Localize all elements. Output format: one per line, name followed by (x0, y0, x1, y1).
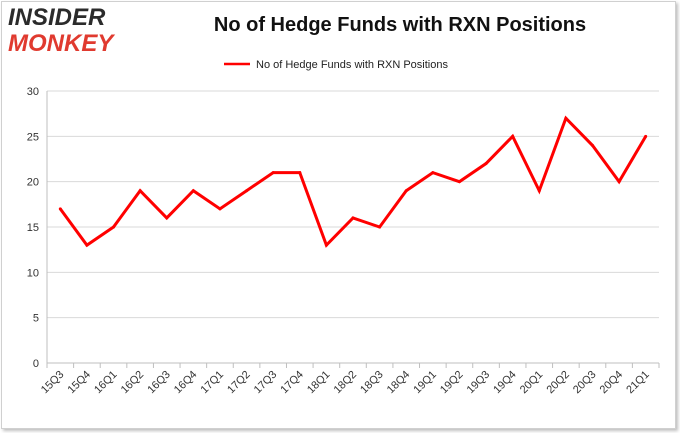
data-point (245, 189, 249, 193)
x-tick-label: 20Q3 (571, 369, 599, 397)
legend: No of Hedge Funds with RXN Positions (224, 59, 448, 71)
y-tick-label: 0 (33, 358, 39, 370)
data-point (218, 207, 222, 211)
data-point (564, 116, 568, 120)
logo-line-1: INSIDER (8, 4, 106, 31)
data-point (644, 134, 648, 138)
x-tick-label: 18Q4 (385, 369, 413, 397)
insider-monkey-logo: INSIDER MONKEY (8, 6, 128, 56)
x-tick-labels: 15Q3 15Q4 16Q1 16Q2 16Q3 16Q4 17Q1 17Q2 17Q3 17Q4… (39, 369, 652, 397)
x-tick-label: 21Q1 (624, 369, 652, 397)
data-point (271, 171, 275, 175)
x-tick-label: 18Q2 (332, 369, 360, 397)
data-point (404, 189, 408, 193)
data-point (537, 189, 541, 193)
data-point (324, 243, 328, 247)
y-tick-labels: 0 5 10 15 20 25 30 (27, 86, 39, 370)
x-tick-label: 17Q2 (225, 369, 253, 397)
y-tick-label: 30 (27, 86, 39, 98)
x-tick-label: 16Q1 (92, 369, 120, 397)
x-tick-label: 19Q2 (438, 369, 466, 397)
x-tick-label: 17Q4 (278, 369, 306, 397)
grid-lines (47, 90, 659, 364)
x-tick-label: 20Q1 (518, 369, 546, 397)
x-tick-label: 15Q4 (66, 369, 94, 397)
x-tick-label: 19Q1 (411, 369, 439, 397)
data-point (298, 171, 302, 175)
x-tick-label: 15Q3 (39, 369, 67, 397)
x-tick-label: 18Q3 (358, 369, 386, 397)
data-point (378, 225, 382, 229)
data-point (85, 243, 89, 247)
chart-title: No of Hedge Funds with RXN Positions (213, 14, 587, 36)
x-tick-label: 19Q4 (491, 369, 519, 397)
x-tick-label: 19Q3 (465, 369, 493, 397)
data-point (590, 143, 594, 147)
data-point (457, 180, 461, 184)
data-point (431, 171, 435, 175)
data-point (511, 134, 515, 138)
x-tick-label: 17Q3 (252, 369, 280, 397)
x-tick-label: 16Q4 (172, 369, 200, 397)
y-tick-label: 5 (33, 313, 39, 325)
x-tick-label: 20Q4 (598, 369, 626, 397)
legend-label: No of Hedge Funds with RXN Positions (256, 59, 448, 71)
y-tick-label: 20 (27, 177, 39, 189)
data-point (191, 189, 195, 193)
x-tick-label: 16Q3 (145, 369, 173, 397)
y-tick-label: 10 (27, 267, 39, 279)
x-tick-label: 18Q1 (305, 369, 333, 397)
x-tick-label: 17Q1 (199, 369, 227, 397)
data-point (58, 207, 62, 211)
y-tick-label: 15 (27, 222, 39, 234)
data-point (617, 180, 621, 184)
x-tick-label: 16Q2 (119, 369, 147, 397)
data-point (484, 162, 488, 166)
data-point (165, 216, 169, 220)
series-lines (58, 115, 648, 248)
y-tick-label: 25 (27, 131, 39, 143)
x-tick-label: 20Q2 (544, 369, 572, 397)
logo-line-2: MONKEY (8, 30, 114, 57)
axes (46, 91, 660, 368)
data-point (138, 189, 142, 193)
data-point (351, 216, 355, 220)
data-point (112, 225, 116, 229)
